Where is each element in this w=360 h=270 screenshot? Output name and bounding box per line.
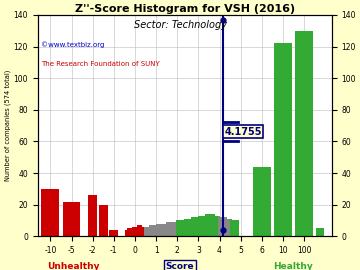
Bar	[129, 228, 130, 236]
Bar	[88, 195, 97, 236]
Bar	[220, 217, 222, 236]
Bar	[179, 221, 181, 236]
Bar	[125, 230, 127, 236]
Y-axis label: Number of companies (574 total): Number of companies (574 total)	[4, 70, 11, 181]
Bar	[193, 217, 194, 236]
Bar	[223, 217, 225, 236]
Bar	[225, 217, 227, 236]
Text: Unhealthy: Unhealthy	[47, 262, 99, 270]
Bar	[200, 216, 201, 236]
Bar	[210, 214, 211, 236]
Bar	[235, 221, 237, 236]
Bar	[169, 222, 171, 236]
Bar	[198, 216, 200, 236]
Title: Z''-Score Histogram for VSH (2016): Z''-Score Histogram for VSH (2016)	[75, 4, 295, 14]
Bar	[63, 201, 81, 236]
Bar	[208, 214, 210, 236]
Bar	[132, 227, 134, 236]
Bar	[228, 219, 230, 236]
Bar	[135, 227, 137, 236]
Bar	[234, 221, 235, 236]
Bar	[140, 225, 142, 236]
Bar	[215, 216, 217, 236]
Bar	[127, 228, 129, 236]
Text: Sector: Technology: Sector: Technology	[134, 20, 226, 30]
Bar	[99, 205, 108, 236]
Text: 4.1755: 4.1755	[224, 127, 262, 137]
Bar	[149, 225, 150, 236]
Bar	[166, 222, 167, 236]
Bar	[137, 225, 139, 236]
Bar	[181, 221, 183, 236]
Bar	[230, 219, 232, 236]
Bar	[203, 216, 205, 236]
Bar	[237, 221, 239, 236]
Bar	[152, 225, 154, 236]
Bar	[145, 227, 147, 236]
Bar	[162, 224, 164, 236]
Text: Score: Score	[166, 262, 194, 270]
Bar	[184, 219, 186, 236]
Bar	[171, 222, 172, 236]
Bar	[206, 214, 208, 236]
Bar	[130, 228, 132, 236]
Text: The Research Foundation of SUNY: The Research Foundation of SUNY	[41, 62, 159, 68]
Bar	[109, 230, 118, 236]
Bar	[213, 214, 215, 236]
Bar	[142, 227, 144, 236]
Bar	[227, 219, 228, 236]
Bar	[178, 221, 179, 236]
Bar	[144, 227, 145, 236]
Bar	[218, 216, 220, 236]
Bar	[217, 216, 218, 236]
Bar	[161, 224, 162, 236]
Bar	[41, 189, 59, 236]
Bar	[176, 221, 178, 236]
Bar	[222, 217, 223, 236]
Bar	[159, 224, 161, 236]
Bar	[134, 227, 135, 236]
Bar	[174, 222, 176, 236]
Bar	[205, 214, 206, 236]
Bar	[139, 225, 140, 236]
Bar	[167, 222, 169, 236]
Bar	[154, 225, 156, 236]
Text: Healthy: Healthy	[274, 262, 313, 270]
Bar	[253, 167, 271, 236]
Bar	[274, 43, 292, 236]
Bar	[183, 221, 184, 236]
Bar	[186, 219, 188, 236]
Bar	[188, 219, 189, 236]
Bar	[147, 227, 149, 236]
Bar	[150, 225, 152, 236]
Bar	[189, 219, 191, 236]
Bar	[156, 224, 157, 236]
Bar	[157, 224, 159, 236]
Bar	[201, 216, 203, 236]
Text: ©www.textbiz.org: ©www.textbiz.org	[41, 42, 104, 48]
Bar	[211, 214, 213, 236]
Bar	[164, 224, 166, 236]
Bar	[232, 221, 234, 236]
Bar	[316, 228, 324, 236]
Bar	[295, 31, 313, 236]
Bar	[191, 217, 193, 236]
Bar	[196, 217, 198, 236]
Bar	[194, 217, 196, 236]
Bar	[172, 222, 174, 236]
